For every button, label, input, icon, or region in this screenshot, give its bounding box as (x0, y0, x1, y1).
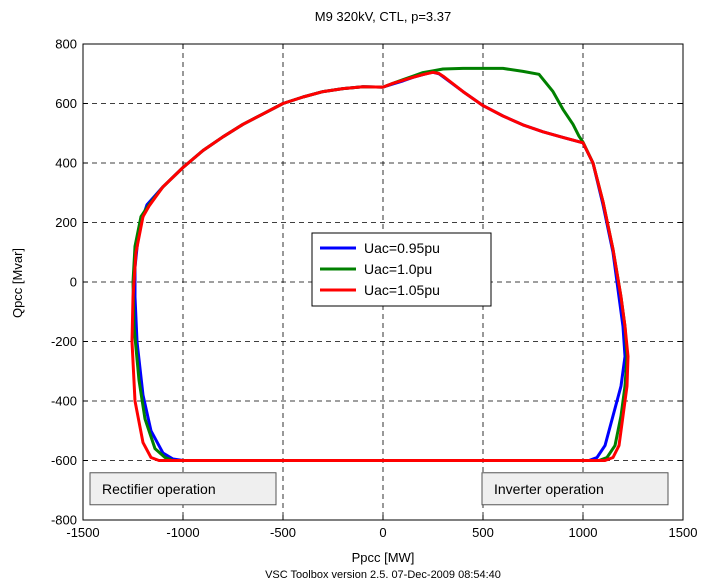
x-tick-label: -1500 (66, 525, 99, 540)
y-tick-label: -200 (51, 334, 77, 349)
x-tick-label: 500 (472, 525, 494, 540)
y-tick-label: -800 (51, 513, 77, 528)
legend-label-1: Uac=0.95pu (364, 240, 440, 256)
legend-label-3: Uac=1.05pu (364, 282, 440, 298)
y-tick-label: 400 (55, 156, 77, 171)
y-tick-label: 800 (55, 37, 77, 52)
footer-version-text: VSC Toolbox version 2.5. 07-Dec-2009 08:… (265, 569, 501, 581)
x-tick-label: 0 (379, 525, 386, 540)
axis-ticks: -1500 -1000 -500 0 500 1000 1500 -800 -600 -400 -2… (51, 37, 697, 541)
y-tick-label: 600 (55, 96, 77, 111)
x-tick-label: -500 (270, 525, 296, 540)
y-tick-label: 200 (55, 215, 77, 230)
plot-frame (82, 43, 684, 521)
y-tick-label: -400 (51, 394, 77, 409)
annotation-box-1 (89, 472, 277, 506)
x-tick-label: -1000 (166, 525, 199, 540)
y-tick-label: 0 (70, 275, 77, 290)
annotation-text-1: Rectifier operation (102, 481, 216, 497)
annotation-text-2: Inverter operation (494, 481, 604, 497)
y-tick-label: -600 (51, 453, 77, 468)
annotations: Rectifier operation Inverter operation (89, 472, 669, 506)
x-axis-label: Ppcc [MW] (352, 550, 415, 565)
legend-label-2: Uac=1.0pu (364, 261, 432, 277)
legend: Uac=0.95pu Uac=1.0pu Uac=1.05pu (311, 232, 492, 307)
series-line-3 (130, 70, 630, 462)
x-tick-label: 1000 (569, 525, 598, 540)
annotation-box-2 (481, 472, 669, 506)
chart-title: M9 320kV, CTL, p=3.37 (315, 9, 451, 24)
y-axis-label: Qpcc [Mvar] (10, 248, 25, 318)
x-tick-label: 1500 (669, 525, 698, 540)
series-layer (130, 66, 630, 462)
